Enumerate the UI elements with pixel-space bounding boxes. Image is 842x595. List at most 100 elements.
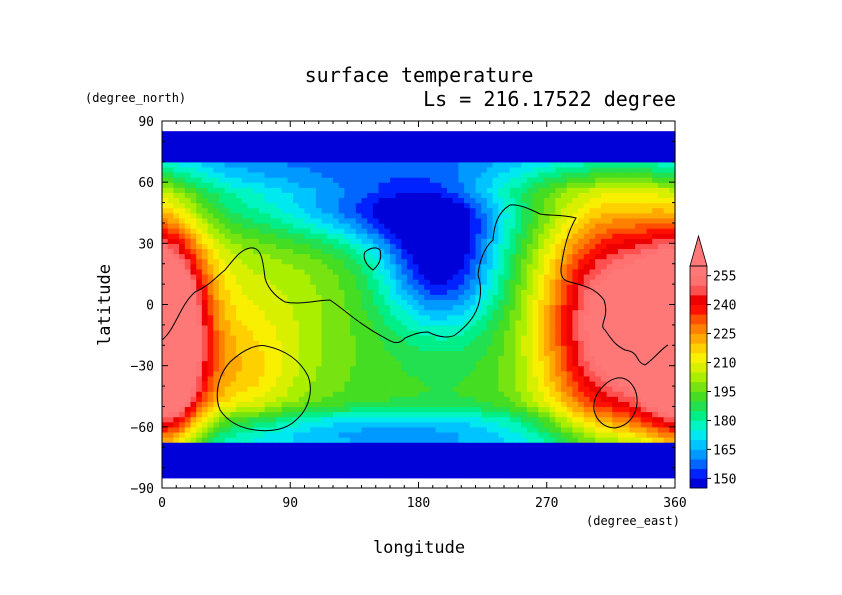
field-cell (652, 268, 659, 275)
field-cell (618, 396, 625, 402)
field-cell (253, 253, 260, 260)
field-cell (201, 284, 209, 290)
field-cell (663, 197, 670, 204)
field-cell (538, 457, 545, 464)
field-cell (390, 309, 397, 316)
field-cell (190, 243, 197, 250)
field-cell (595, 335, 602, 341)
field-cell (458, 391, 465, 397)
field-cell (606, 452, 613, 459)
field-cell (219, 426, 226, 433)
field-cell (412, 411, 420, 418)
field-cell (372, 380, 380, 387)
field-cell (521, 375, 528, 382)
field-cell (412, 386, 420, 392)
field-cell (224, 284, 231, 290)
field-cell (549, 457, 556, 464)
field-cell (486, 416, 494, 423)
field-cell (532, 309, 539, 316)
field-cell (629, 462, 636, 469)
field-cell (475, 437, 482, 443)
field-cell (333, 350, 340, 357)
field-cell (663, 314, 670, 321)
field-cell (258, 222, 266, 229)
field-cell (583, 253, 591, 260)
field-cell (355, 391, 363, 397)
field-cell (304, 202, 311, 209)
field-cell (350, 228, 357, 234)
field-cell (583, 217, 591, 224)
field-cell (327, 192, 334, 199)
field-cell (657, 370, 665, 377)
field-cell (201, 426, 209, 433)
field-cell (367, 391, 374, 397)
field-cell (606, 248, 613, 255)
field-cell (652, 411, 659, 418)
field-cell (640, 375, 648, 382)
field-cell (367, 370, 374, 377)
field-cell (509, 350, 516, 357)
field-cell (333, 411, 340, 418)
field-cell (390, 452, 397, 459)
field-cell (224, 457, 231, 464)
field-cell (390, 462, 397, 469)
field-cell (549, 345, 556, 351)
field-cell (566, 335, 573, 341)
field-cell (219, 335, 226, 341)
field-cell (595, 212, 602, 219)
field-cell (538, 329, 545, 336)
field-cell (561, 202, 568, 209)
field-cell (435, 319, 442, 326)
field-cell (162, 401, 169, 408)
field-cell (401, 416, 408, 423)
field-cell (367, 309, 374, 316)
field-cell (190, 365, 197, 372)
field-cell (424, 319, 431, 326)
field-cell (566, 350, 573, 357)
field-cell (600, 238, 608, 244)
field-cell (652, 340, 659, 346)
field-cell (344, 314, 351, 321)
field-cell (344, 396, 351, 402)
field-cell (663, 329, 670, 336)
field-cell (390, 457, 397, 464)
field-cell (452, 304, 459, 311)
field-cell (572, 396, 579, 402)
field-cell (583, 309, 591, 316)
field-cell (327, 304, 334, 311)
field-cell (618, 355, 625, 362)
field-cell (623, 345, 630, 351)
field-cell (304, 437, 311, 443)
field-cell (589, 329, 596, 336)
field-cell (635, 243, 642, 250)
field-cell (447, 396, 454, 402)
field-cell (526, 243, 534, 250)
field-cell (441, 355, 448, 362)
field-cell (367, 238, 374, 244)
field-cell (333, 335, 340, 341)
field-cell (612, 416, 619, 423)
field-cell (509, 319, 516, 326)
field-cell (372, 370, 380, 377)
field-cell (401, 304, 408, 311)
field-cell (464, 207, 471, 214)
field-cell (441, 207, 448, 214)
field-cell (207, 396, 214, 402)
field-cell (475, 431, 482, 438)
field-cell (538, 442, 545, 448)
field-cell (635, 396, 642, 402)
field-cell (458, 452, 465, 459)
field-cell (538, 268, 545, 275)
field-cell (350, 391, 357, 397)
field-cell (327, 314, 334, 321)
field-cell (543, 228, 551, 234)
field-cell (412, 447, 420, 453)
field-cell (435, 248, 442, 255)
field-cell (583, 202, 591, 209)
field-cell (481, 360, 488, 367)
field-cell (486, 386, 494, 392)
field-cell (555, 253, 562, 260)
field-cell (167, 217, 174, 224)
field-cell (412, 442, 420, 448)
field-cell (224, 324, 231, 331)
